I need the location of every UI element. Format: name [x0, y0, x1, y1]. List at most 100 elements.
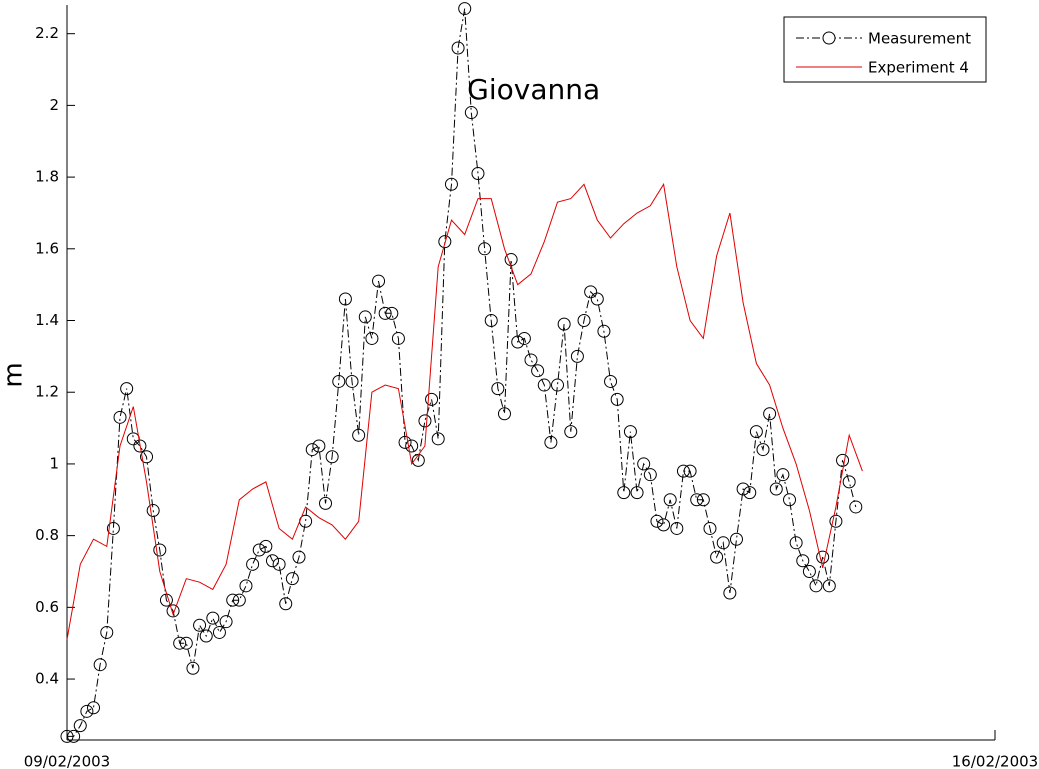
marker [597, 324, 611, 338]
marker [836, 453, 850, 467]
marker [80, 704, 94, 718]
marker [332, 374, 346, 388]
marker [120, 382, 134, 396]
marker [756, 443, 770, 457]
marker [391, 331, 405, 345]
marker [617, 486, 631, 500]
marker [517, 331, 531, 345]
marker [358, 310, 372, 324]
marker [809, 579, 823, 593]
y-tick-label: 2.2 [35, 24, 59, 42]
marker [418, 414, 432, 428]
legend-box [783, 16, 987, 83]
marker [551, 378, 565, 392]
marker [239, 579, 253, 593]
x-tick-label: 16/02/2003 [952, 753, 1038, 769]
marker [140, 450, 154, 464]
marker [676, 464, 690, 478]
marker [352, 428, 366, 442]
y-tick-label: 0.8 [35, 526, 59, 544]
marker [637, 457, 651, 471]
marker [570, 349, 584, 363]
marker [226, 593, 240, 607]
marker [444, 177, 458, 191]
marker [365, 331, 379, 345]
marker [186, 661, 200, 675]
marker [557, 317, 571, 331]
marker [796, 554, 810, 568]
marker [657, 518, 671, 532]
marker [285, 572, 299, 586]
marker [822, 579, 836, 593]
marker [829, 514, 843, 528]
marker [146, 504, 160, 518]
marker [73, 719, 87, 733]
marker [305, 443, 319, 457]
marker [690, 493, 704, 507]
marker [438, 235, 452, 249]
y-tick-label: 0.4 [35, 670, 59, 688]
marker [537, 378, 551, 392]
marker [133, 439, 147, 453]
marker [259, 539, 273, 553]
marker [232, 593, 246, 607]
marker [193, 618, 207, 632]
marker [398, 435, 412, 449]
marker [87, 701, 101, 715]
marker [345, 374, 359, 388]
marker [683, 464, 697, 478]
marker [650, 514, 664, 528]
marker [431, 432, 445, 446]
marker [405, 439, 419, 453]
marker [219, 615, 233, 629]
marker [206, 611, 220, 625]
marker [590, 292, 604, 306]
marker [464, 106, 478, 120]
marker [173, 636, 187, 650]
marker [458, 2, 472, 16]
marker [252, 543, 266, 557]
marker [246, 557, 260, 571]
marker [769, 482, 783, 496]
marker [604, 374, 618, 388]
marker [723, 586, 737, 600]
marker [491, 382, 505, 396]
marker [212, 625, 226, 639]
marker [385, 306, 399, 320]
marker [816, 550, 830, 564]
marker [584, 285, 598, 299]
marker [67, 729, 81, 743]
marker [663, 493, 677, 507]
y-tick-label: 1.8 [35, 168, 59, 186]
marker [199, 629, 213, 643]
marker [736, 482, 750, 496]
marker [710, 550, 724, 564]
marker [478, 242, 492, 256]
series-line [66, 182, 863, 640]
marker [292, 550, 306, 564]
marker [564, 425, 578, 439]
marker [696, 493, 710, 507]
marker [100, 625, 114, 639]
marker [783, 493, 797, 507]
series-line [67, 8, 857, 737]
marker [789, 536, 803, 550]
marker [93, 658, 107, 672]
marker [729, 532, 743, 546]
marker [106, 521, 120, 535]
marker [630, 486, 644, 500]
legend-marker [822, 31, 836, 45]
marker [113, 410, 127, 424]
y-tick-label: 1.2 [35, 383, 59, 401]
marker [179, 636, 193, 650]
annotation: Giovanna [467, 73, 600, 106]
marker [325, 450, 339, 464]
y-tick-label: 1.6 [35, 239, 59, 257]
marker [703, 521, 717, 535]
marker [776, 468, 790, 482]
marker [524, 353, 538, 367]
marker [272, 557, 286, 571]
marker [471, 167, 485, 181]
